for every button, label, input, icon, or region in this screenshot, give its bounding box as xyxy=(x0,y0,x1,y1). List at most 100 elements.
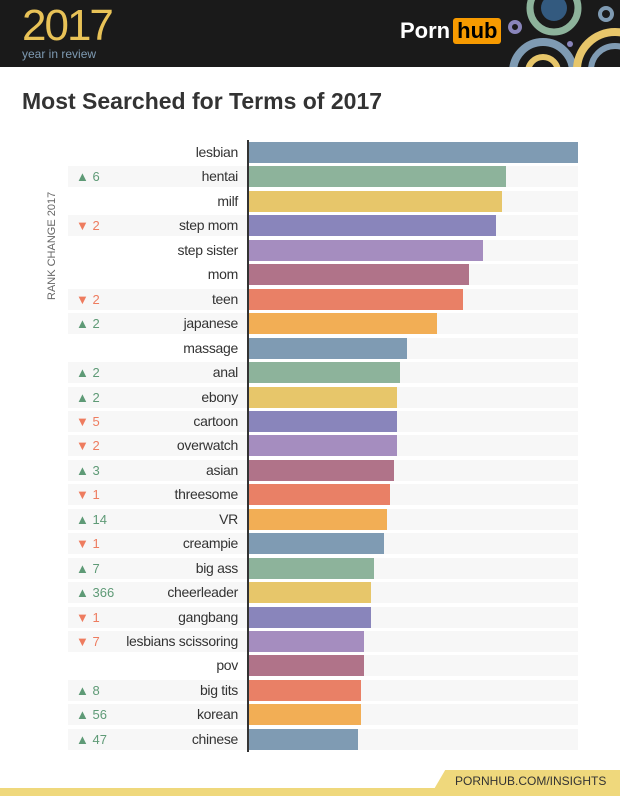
rank-change-value: 6 xyxy=(92,169,100,185)
category-label: ebony xyxy=(201,388,238,405)
year-logo: 2017 xyxy=(22,1,114,50)
rank-change-down: ▼ 5 xyxy=(76,413,100,430)
triangle-down-icon: ▼ xyxy=(76,609,89,625)
bar-asian xyxy=(249,459,394,481)
logo-badge: hub xyxy=(453,18,502,44)
logo-text: Porn xyxy=(400,18,451,43)
rank-change-value: 5 xyxy=(92,413,100,429)
category-label: korean xyxy=(196,706,238,723)
bar-row: step sister xyxy=(68,239,578,261)
label-background xyxy=(68,435,247,457)
bar-row: ▲ 2 japanese xyxy=(68,313,578,335)
category-label: japanese xyxy=(183,315,239,332)
rank-change-value: 1 xyxy=(92,536,100,552)
bar-row: ▼ 2 teen xyxy=(68,288,578,310)
bar-row: milf xyxy=(68,190,578,212)
category-label: asian xyxy=(206,461,238,478)
category-label: big ass xyxy=(195,559,239,576)
rank-change-up: ▲ 47 xyxy=(76,731,107,748)
label-background xyxy=(68,313,247,335)
triangle-up-icon: ▲ xyxy=(76,389,89,405)
bar-gangbang xyxy=(249,606,371,628)
rank-change-value: 3 xyxy=(92,462,100,478)
category-label: anal xyxy=(212,364,239,381)
bar-row: ▲ 14 VR xyxy=(68,508,578,530)
label-background xyxy=(68,386,247,408)
year-in-review-label: year in review xyxy=(22,47,97,61)
footer-tab xyxy=(430,770,620,796)
bar-row: ▼ 2 overwatch xyxy=(68,435,578,457)
rank-change-value: 14 xyxy=(92,511,107,527)
label-background xyxy=(68,606,247,628)
category-label: step sister xyxy=(177,241,239,258)
decorative-circles-icon xyxy=(508,0,620,67)
bar-row: ▼ 1 creampie xyxy=(68,533,578,555)
bar-milf xyxy=(249,190,503,212)
bar-step-sister xyxy=(249,239,483,261)
bar-japanese xyxy=(249,313,437,335)
rank-change-value: 7 xyxy=(92,560,100,576)
rank-change-value: 47 xyxy=(92,731,107,747)
rank-change-value: 1 xyxy=(92,609,100,625)
label-background xyxy=(68,582,247,604)
category-label: big tits xyxy=(199,681,238,698)
rank-change-up: ▲ 2 xyxy=(76,315,100,332)
bar-chinese xyxy=(249,728,358,750)
label-background xyxy=(68,533,247,555)
category-label: massage xyxy=(183,339,238,356)
category-label: chinese xyxy=(191,730,238,747)
rank-change-up: ▲ 3 xyxy=(76,462,100,479)
triangle-up-icon: ▲ xyxy=(76,462,89,478)
label-background xyxy=(68,728,247,750)
bar-row: ▼ 5 cartoon xyxy=(68,410,578,432)
triangle-down-icon: ▼ xyxy=(76,487,89,503)
rank-change-value: 2 xyxy=(92,316,100,332)
triangle-up-icon: ▲ xyxy=(76,731,89,747)
rank-change-up: ▲ 14 xyxy=(76,511,107,528)
label-background xyxy=(68,704,247,726)
rank-change-value: 7 xyxy=(92,634,100,649)
bar-row: ▲ 6 hentai xyxy=(68,166,578,188)
label-background xyxy=(68,166,247,188)
label-background xyxy=(68,362,247,384)
bar-creampie xyxy=(249,533,384,555)
category-label: lesbians scissoring xyxy=(126,633,238,649)
category-label: milf xyxy=(217,192,238,209)
chart-title: Most Searched for Terms of 2017 xyxy=(22,88,383,114)
triangle-up-icon: ▲ xyxy=(76,316,89,332)
brand-logo: Porn hub xyxy=(400,18,502,44)
bar-row: mom xyxy=(68,264,578,286)
label-background xyxy=(68,484,247,506)
category-label: gangbang xyxy=(178,608,238,625)
footer-band xyxy=(0,788,620,796)
bar-row: ▲ 366 cheerleader xyxy=(68,582,578,604)
bar-massage xyxy=(249,337,407,359)
triangle-down-icon: ▼ xyxy=(76,291,89,307)
category-label: creampie xyxy=(182,535,238,552)
rank-change-down: ▼ 7 xyxy=(76,633,100,650)
rank-change-value: 366 xyxy=(92,585,115,601)
insights-link[interactable]: PORNHUB.COM/INSIGHTS xyxy=(455,774,607,788)
category-label: mom xyxy=(207,266,239,283)
triangle-down-icon: ▼ xyxy=(76,218,89,234)
bar-row: ▲ 47 chinese xyxy=(68,728,578,750)
bar-row: ▲ 7 big ass xyxy=(68,557,578,579)
bar-mom xyxy=(249,264,470,286)
label-background xyxy=(68,410,247,432)
category-label: cheerleader xyxy=(167,584,238,601)
triangle-down-icon: ▼ xyxy=(76,536,89,552)
rank-change-value: 2 xyxy=(92,438,100,454)
label-background xyxy=(68,508,247,530)
bar-row: ▲ 56 korean xyxy=(68,704,578,726)
triangle-up-icon: ▲ xyxy=(76,365,89,381)
bar-pov xyxy=(249,655,365,677)
category-label: lesbian xyxy=(195,144,239,160)
bar-cartoon xyxy=(249,410,398,432)
triangle-up-icon: ▲ xyxy=(76,585,89,601)
category-label: teen xyxy=(211,290,238,307)
triangle-down-icon: ▼ xyxy=(76,634,89,649)
rank-change-up: ▲ 2 xyxy=(76,364,100,381)
bar-row: ▼ 1 gangbang xyxy=(68,606,578,628)
bar-anal xyxy=(249,362,401,384)
axis-line xyxy=(247,140,249,752)
